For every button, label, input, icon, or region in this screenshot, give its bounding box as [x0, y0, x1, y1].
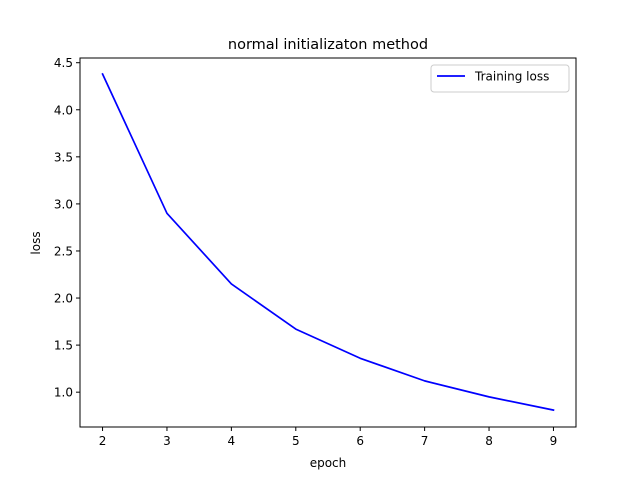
x-tick-label: 3 [163, 434, 171, 448]
y-tick-label: 2.0 [54, 292, 73, 306]
legend: Training loss [430, 64, 570, 93]
y-axis-ticks: 1.0 1.5 2.0 2.5 3.0 3.5 4.0 4.5 [54, 56, 80, 400]
x-tick-label: 6 [356, 434, 364, 448]
x-tick-label: 9 [550, 434, 558, 448]
legend-box [430, 64, 570, 93]
x-axis-label: epoch [310, 456, 347, 470]
x-tick-label: 8 [485, 434, 493, 448]
y-tick-label: 3.5 [54, 150, 73, 164]
y-tick-label: 2.5 [54, 244, 73, 258]
y-axis-label: loss [29, 231, 43, 254]
plot-area [80, 58, 576, 427]
y-tick-label: 4.0 [54, 103, 73, 117]
x-axis-ticks: 2 3 4 5 6 7 8 9 [99, 427, 558, 448]
x-tick-label: 5 [292, 434, 300, 448]
x-tick-label: 2 [99, 434, 107, 448]
y-tick-label: 1.5 [54, 339, 73, 353]
series-line-training-loss [101, 72, 555, 412]
series-layer [101, 72, 555, 412]
chart-title: normal initializaton method [228, 37, 428, 53]
legend-label: Training loss [474, 70, 549, 84]
plot-frame [79, 57, 577, 428]
x-tick-label: 7 [421, 434, 429, 448]
y-tick-label: 1.0 [54, 386, 73, 400]
y-tick-label: 4.5 [54, 56, 73, 70]
x-tick-label: 4 [228, 434, 236, 448]
y-tick-label: 3.0 [54, 197, 73, 211]
